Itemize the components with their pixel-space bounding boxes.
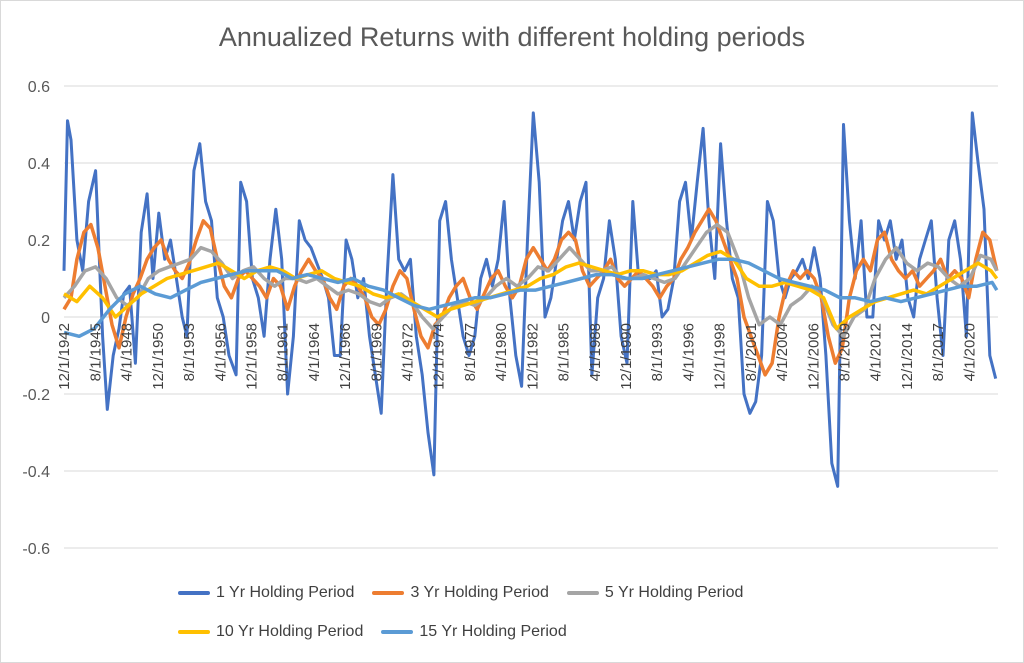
x-tick-label: 12/1/1942 bbox=[56, 323, 73, 390]
x-tick-label: 8/1/1969 bbox=[368, 323, 385, 381]
legend-label: 10 Yr Holding Period bbox=[216, 623, 364, 640]
series-line-4 bbox=[63, 249, 999, 331]
x-tick-label: 8/1/1953 bbox=[181, 323, 198, 381]
x-tick-label: 12/1/2006 bbox=[805, 323, 822, 390]
x-tick-label: 8/1/1985 bbox=[556, 323, 573, 381]
x-tick-label: 4/1/2020 bbox=[961, 323, 978, 381]
legend-item: 5 Yr Holding Period bbox=[566, 584, 744, 602]
legend-swatch bbox=[372, 591, 405, 595]
legend-item: 15 Yr Holding Period bbox=[381, 623, 567, 641]
x-tick-label: 4/1/1988 bbox=[587, 323, 604, 381]
x-tick-label: 8/1/2017 bbox=[930, 323, 947, 381]
series-line-3 bbox=[62, 222, 999, 339]
chart-title: Annualized Returns with different holdin… bbox=[218, 22, 806, 52]
legend-item: 1 Yr Holding Period bbox=[178, 584, 354, 602]
x-tick-label: 4/1/1956 bbox=[212, 323, 229, 381]
series-line-1 bbox=[62, 111, 998, 488]
y-tick-label: -0.6 bbox=[22, 541, 50, 558]
x-tick-label: 8/1/1945 bbox=[87, 323, 104, 381]
x-tick-label: 4/1/1964 bbox=[306, 323, 323, 381]
y-tick-label: -0.2 bbox=[22, 387, 50, 404]
x-tick-label: 4/1/1972 bbox=[400, 323, 417, 381]
x-tick-label: 4/1/2012 bbox=[868, 323, 885, 381]
x-tick-label: 8/1/1993 bbox=[649, 323, 666, 381]
legend-item: 3 Yr Holding Period bbox=[372, 584, 549, 602]
series-line-5 bbox=[63, 257, 999, 339]
legend-item: 10 Yr Holding Period bbox=[178, 623, 363, 641]
x-tick-label: 12/1/1966 bbox=[337, 323, 354, 390]
legend-swatch bbox=[381, 630, 414, 634]
x-tick-label: 4/1/1980 bbox=[493, 323, 510, 381]
legend-swatch bbox=[178, 591, 210, 595]
x-tick-label: 4/1/2004 bbox=[774, 323, 791, 381]
legend: 1 Yr Holding Period 3 Yr Holding Period 5 … bbox=[178, 583, 761, 603]
legend-label: 15 Yr Holding Period bbox=[419, 623, 567, 640]
legend-swatch bbox=[178, 630, 210, 634]
legend-label: 3 Yr Holding Period bbox=[410, 584, 549, 601]
y-axis: 0.6 0.4 0.2 0 -0.2 -0.4 -0.6 bbox=[22, 79, 50, 558]
x-tick-label: 12/1/1974 bbox=[431, 323, 448, 390]
legend-swatch bbox=[566, 591, 599, 595]
x-tick-label: 8/1/2001 bbox=[743, 323, 760, 381]
x-tick-label: 4/1/1948 bbox=[119, 323, 136, 381]
x-tick-label: 12/1/1982 bbox=[524, 323, 541, 390]
x-tick-label: 8/1/1961 bbox=[275, 323, 292, 381]
y-tick-label: 0.4 bbox=[28, 156, 50, 173]
x-tick-label: 4/1/1996 bbox=[680, 323, 697, 381]
y-tick-label: -0.4 bbox=[22, 464, 50, 481]
x-tick-label: 8/1/2009 bbox=[836, 323, 853, 381]
x-axis: 12/1/1942 8/1/1945 4/1/1948 12/1/1950 8/1/19… bbox=[56, 323, 978, 390]
x-tick-label: 12/1/1950 bbox=[150, 323, 167, 390]
x-tick-label: 8/1/1977 bbox=[462, 323, 479, 381]
series-layer bbox=[62, 111, 999, 488]
x-tick-label: 12/1/2014 bbox=[899, 323, 916, 390]
x-tick-label: 12/1/1998 bbox=[712, 323, 729, 390]
y-tick-label: 0.6 bbox=[28, 79, 50, 96]
y-tick-label: 0 bbox=[41, 310, 50, 327]
x-tick-label: 12/1/1990 bbox=[618, 323, 635, 390]
legend-label: 5 Yr Holding Period bbox=[604, 584, 744, 601]
legend-label: 1 Yr Holding Period bbox=[216, 584, 355, 601]
x-tick-label: 12/1/1958 bbox=[243, 323, 260, 390]
y-tick-label: 0.2 bbox=[28, 233, 50, 250]
legend-row-2: 10 Yr Holding Period 15 Yr Holding Period bbox=[178, 622, 585, 642]
